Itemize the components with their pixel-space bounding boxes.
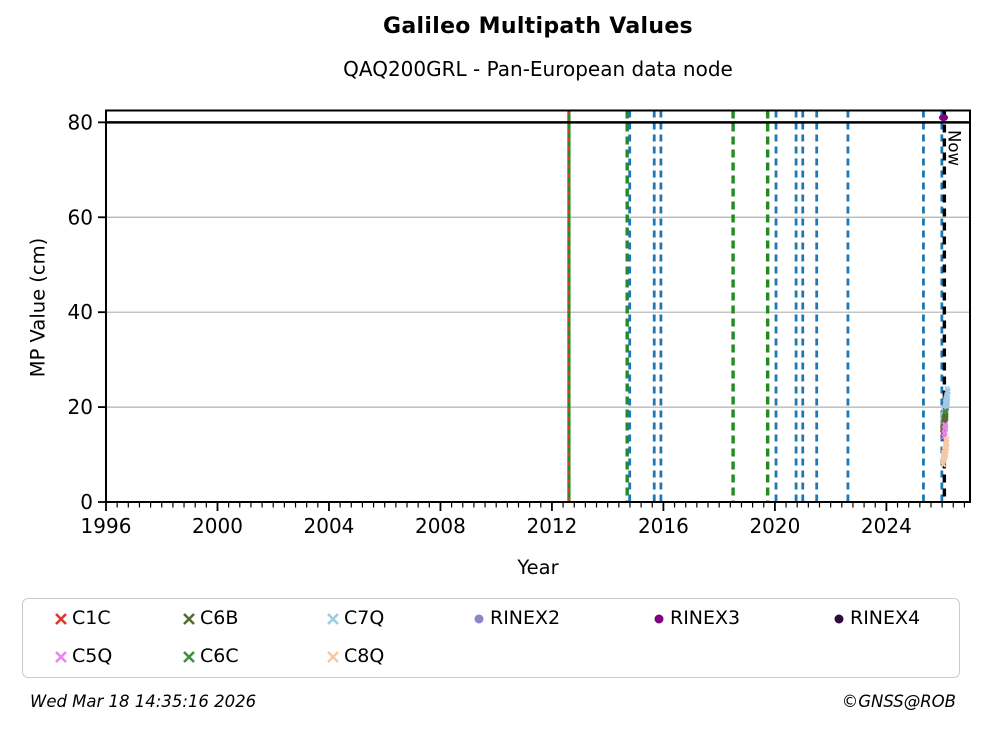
scatter-point: [943, 440, 949, 447]
legend-label: C7Q: [344, 607, 385, 629]
x-tick-label: 2004: [304, 514, 355, 538]
now-label: Now: [944, 130, 963, 166]
legend: C1C C5Q C6B C6C C7Q C8Q RINEX2 RINEX3 RINEX4: [22, 598, 960, 678]
y-tick-label: 60: [68, 205, 93, 229]
x-tick-label: 2020: [749, 514, 800, 538]
legend-label: C6B: [200, 607, 239, 629]
x-marker-icon: [55, 613, 67, 625]
y-tick-label: 40: [68, 300, 93, 324]
x-axis-label: Year: [517, 556, 559, 579]
point-rinex3: [939, 114, 949, 122]
chart-title: Galileo Multipath Values: [383, 14, 693, 39]
legend-label: RINEX4: [850, 607, 921, 629]
legend-label: C6C: [200, 645, 239, 667]
x-tick-label: 2024: [861, 514, 912, 538]
x-marker-icon: [183, 651, 195, 663]
x-tick-label: 1996: [81, 514, 132, 538]
x-tick-label: 2016: [638, 514, 689, 538]
x-tick-label: 2012: [526, 514, 577, 538]
timestamp-text: Wed Mar 18 14:35:16 2026: [30, 692, 257, 711]
scatter-point: [944, 436, 950, 442]
x-marker-icon: [183, 613, 195, 625]
credit-text: ©GNSS@ROB: [841, 692, 956, 711]
x-tick-label: 2008: [415, 514, 466, 538]
legend-label: RINEX3: [670, 607, 741, 629]
y-axis-label: MP Value (cm): [26, 237, 50, 378]
y-tick-label: 0: [80, 490, 93, 514]
series-C8Q: [939, 436, 950, 468]
legend-label: C8Q: [344, 645, 385, 667]
scatter-point: [944, 398, 951, 405]
scatter-point: [942, 421, 949, 428]
chart-subtitle: QAQ200GRL - Pan-European data node: [343, 57, 733, 81]
dot-marker-icon: [474, 614, 484, 624]
x-tick-label: 2000: [192, 514, 243, 538]
y-tick-label: 80: [68, 110, 93, 134]
dot-marker-icon: [834, 614, 844, 624]
plot-border: [105, 109, 971, 503]
x-marker-icon: [55, 651, 67, 663]
scatter-point: [941, 452, 948, 459]
dot-marker-icon: [654, 614, 664, 624]
scatter-point: [942, 447, 948, 453]
x-marker-icon: [327, 613, 339, 625]
series-C5Q: [941, 421, 949, 440]
legend-label: C1C: [72, 607, 111, 629]
legend-label: RINEX2: [490, 607, 561, 629]
legend-label: C5Q: [72, 645, 113, 667]
scatter-point: [944, 389, 950, 395]
scatter-point: [941, 425, 948, 432]
x-marker-icon: [327, 651, 339, 663]
y-tick-label: 20: [68, 395, 93, 419]
